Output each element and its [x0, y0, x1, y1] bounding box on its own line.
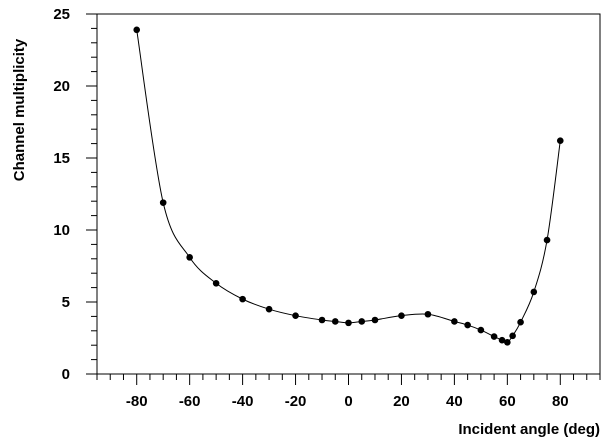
data-point: [239, 295, 246, 303]
x-tick-label: 60: [499, 393, 516, 410]
data-point: [133, 26, 141, 34]
x-tick-label: -60: [179, 393, 201, 410]
data-point: [464, 321, 471, 329]
data-point: [477, 326, 485, 334]
curve-layer: [136, 29, 561, 343]
y-tick-label: 5: [62, 294, 70, 311]
data-point: [212, 279, 220, 287]
x-tick-label: -80: [126, 393, 148, 410]
x-tick-label: -40: [232, 393, 254, 410]
data-point: [159, 199, 167, 206]
data-point: [371, 316, 379, 324]
x-tick-label: 20: [393, 393, 410, 410]
y-tick-label: 25: [53, 6, 70, 23]
series-line: [136, 29, 561, 343]
tick-labels-layer: -80 -60 -40 -20 0 20 40 60 80 0 5 10 15 20 25: [53, 6, 568, 410]
y-tick-label: 10: [53, 222, 70, 239]
ticks-layer: [86, 13, 601, 385]
y-axis-label: Channel multiplicity: [11, 38, 28, 181]
data-point: [331, 318, 339, 325]
data-point: [398, 312, 405, 319]
data-point: [424, 310, 432, 318]
y-tick-label: 0: [62, 366, 70, 383]
data-point: [504, 339, 511, 346]
data-point: [451, 318, 458, 325]
data-point: [556, 137, 564, 145]
data-point: [186, 254, 193, 261]
data-point: [318, 316, 326, 324]
data-point: [509, 332, 516, 340]
x-axis-label: Incident angle (deg): [458, 421, 600, 438]
points-layer: [133, 26, 564, 346]
y-tick-label: 20: [53, 78, 70, 95]
data-point: [358, 318, 366, 325]
data-point: [498, 336, 506, 344]
data-point: [517, 318, 524, 326]
data-point: [292, 312, 299, 319]
data-point: [345, 319, 352, 327]
y-tick-label: 15: [53, 150, 70, 167]
x-tick-label: 80: [552, 393, 569, 410]
x-tick-label: 0: [344, 393, 352, 410]
x-tick-label: 40: [446, 393, 463, 410]
data-point: [530, 288, 538, 296]
data-point: [265, 305, 273, 313]
data-point: [543, 236, 551, 244]
x-tick-label: -20: [285, 393, 307, 410]
data-point: [490, 333, 498, 340]
